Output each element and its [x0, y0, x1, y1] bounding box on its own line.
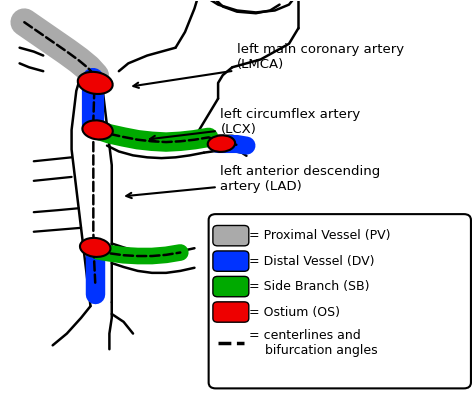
Text: = Distal Vessel (DV): = Distal Vessel (DV): [249, 255, 374, 268]
Text: = centerlines and
    bifurcation angles: = centerlines and bifurcation angles: [249, 329, 377, 357]
FancyBboxPatch shape: [213, 302, 249, 322]
Ellipse shape: [78, 72, 113, 94]
Text: = Proximal Vessel (PV): = Proximal Vessel (PV): [249, 229, 390, 242]
FancyBboxPatch shape: [209, 214, 471, 388]
Text: left anterior descending
artery (LAD): left anterior descending artery (LAD): [126, 165, 381, 198]
Ellipse shape: [82, 120, 113, 140]
FancyBboxPatch shape: [213, 251, 249, 271]
FancyBboxPatch shape: [213, 226, 249, 246]
Ellipse shape: [208, 135, 235, 152]
Text: left circumflex artery
(LCX): left circumflex artery (LCX): [150, 108, 361, 141]
Text: left main coronary artery
(LMCA): left main coronary artery (LMCA): [133, 44, 404, 88]
FancyBboxPatch shape: [213, 276, 249, 297]
Text: = Ostium (OS): = Ostium (OS): [249, 305, 340, 318]
Ellipse shape: [80, 238, 110, 257]
Text: = Side Branch (SB): = Side Branch (SB): [249, 280, 369, 293]
